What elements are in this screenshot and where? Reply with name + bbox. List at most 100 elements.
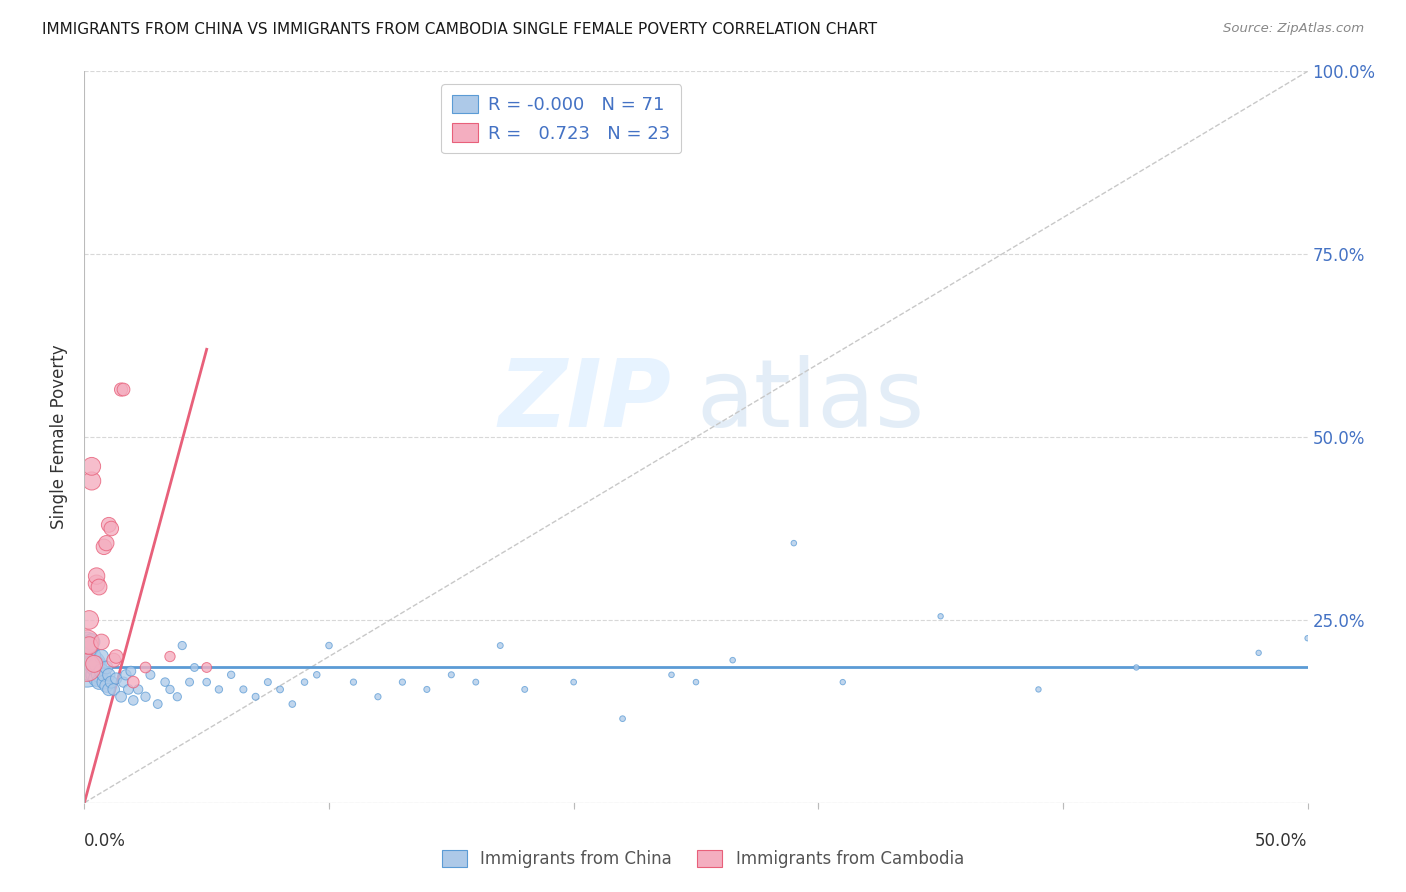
Point	[612, 712, 634, 726]
Point	[219, 667, 242, 681]
Point	[1028, 682, 1050, 697]
Point	[139, 667, 162, 681]
Point	[97, 682, 120, 697]
Point	[135, 690, 157, 704]
Point	[115, 667, 138, 681]
Point	[90, 649, 112, 664]
Point	[112, 383, 135, 397]
Point	[146, 697, 169, 711]
Point	[105, 649, 128, 664]
Point	[83, 660, 105, 674]
Point	[122, 693, 145, 707]
Text: Source: ZipAtlas.com: Source: ZipAtlas.com	[1223, 22, 1364, 36]
Text: IMMIGRANTS FROM CHINA VS IMMIGRANTS FROM CAMBODIA SINGLE FEMALE POVERTY CORRELAT: IMMIGRANTS FROM CHINA VS IMMIGRANTS FROM…	[42, 22, 877, 37]
Point	[96, 536, 118, 550]
Point	[783, 536, 806, 550]
Y-axis label: Single Female Poverty: Single Female Poverty	[51, 345, 69, 529]
Point	[96, 660, 118, 674]
Point	[685, 675, 707, 690]
Point	[318, 639, 340, 653]
Point	[100, 521, 122, 535]
Point	[489, 639, 512, 653]
Legend: Immigrants from China, Immigrants from Cambodia: Immigrants from China, Immigrants from C…	[436, 843, 970, 875]
Point	[257, 675, 280, 690]
Point	[93, 675, 115, 690]
Point	[93, 667, 115, 681]
Text: 50.0%: 50.0%	[1256, 832, 1308, 850]
Point	[83, 657, 105, 671]
Point	[183, 660, 205, 674]
Point	[76, 660, 98, 674]
Point	[195, 675, 218, 690]
Text: atlas: atlas	[696, 354, 924, 447]
Text: ZIP: ZIP	[499, 354, 672, 447]
Point	[464, 675, 486, 690]
Point	[86, 672, 108, 686]
Point	[97, 667, 120, 681]
Point	[110, 690, 132, 704]
Point	[208, 682, 231, 697]
Point	[831, 675, 853, 690]
Point	[86, 657, 108, 671]
Point	[294, 675, 316, 690]
Point	[153, 675, 176, 690]
Point	[80, 635, 103, 649]
Point	[166, 690, 188, 704]
Point	[77, 639, 100, 653]
Point	[513, 682, 536, 697]
Point	[367, 690, 389, 704]
Point	[112, 675, 135, 690]
Point	[77, 613, 100, 627]
Point	[127, 682, 149, 697]
Point	[661, 667, 683, 681]
Point	[80, 459, 103, 474]
Point	[172, 639, 194, 653]
Point	[86, 569, 108, 583]
Point	[87, 667, 110, 681]
Point	[562, 675, 585, 690]
Point	[105, 672, 128, 686]
Point	[87, 580, 110, 594]
Point	[100, 675, 122, 690]
Point	[93, 540, 115, 554]
Point	[103, 682, 125, 697]
Point	[391, 675, 413, 690]
Point	[87, 675, 110, 690]
Point	[245, 690, 267, 704]
Point	[80, 657, 103, 671]
Point	[342, 675, 364, 690]
Point	[929, 609, 952, 624]
Point	[416, 682, 439, 697]
Point	[86, 576, 108, 591]
Point	[122, 675, 145, 690]
Point	[76, 649, 98, 664]
Point	[97, 517, 120, 532]
Point	[159, 682, 181, 697]
Point	[1125, 660, 1147, 674]
Point	[77, 664, 100, 678]
Point	[281, 697, 304, 711]
Point	[1296, 632, 1319, 646]
Point	[77, 642, 100, 657]
Point	[440, 667, 463, 681]
Point	[305, 667, 328, 681]
Point	[110, 383, 132, 397]
Text: 0.0%: 0.0%	[84, 832, 127, 850]
Point	[90, 664, 112, 678]
Legend: R = -0.000   N = 71, R =   0.723   N = 23: R = -0.000 N = 71, R = 0.723 N = 23	[441, 84, 682, 153]
Point	[76, 660, 98, 674]
Point	[269, 682, 291, 697]
Point	[76, 635, 98, 649]
Point	[721, 653, 744, 667]
Point	[96, 679, 118, 693]
Point	[117, 682, 139, 697]
Point	[159, 649, 181, 664]
Point	[1247, 646, 1270, 660]
Point	[80, 474, 103, 488]
Point	[90, 635, 112, 649]
Point	[179, 675, 201, 690]
Point	[135, 660, 157, 674]
Point	[120, 664, 142, 678]
Point	[232, 682, 254, 697]
Point	[103, 653, 125, 667]
